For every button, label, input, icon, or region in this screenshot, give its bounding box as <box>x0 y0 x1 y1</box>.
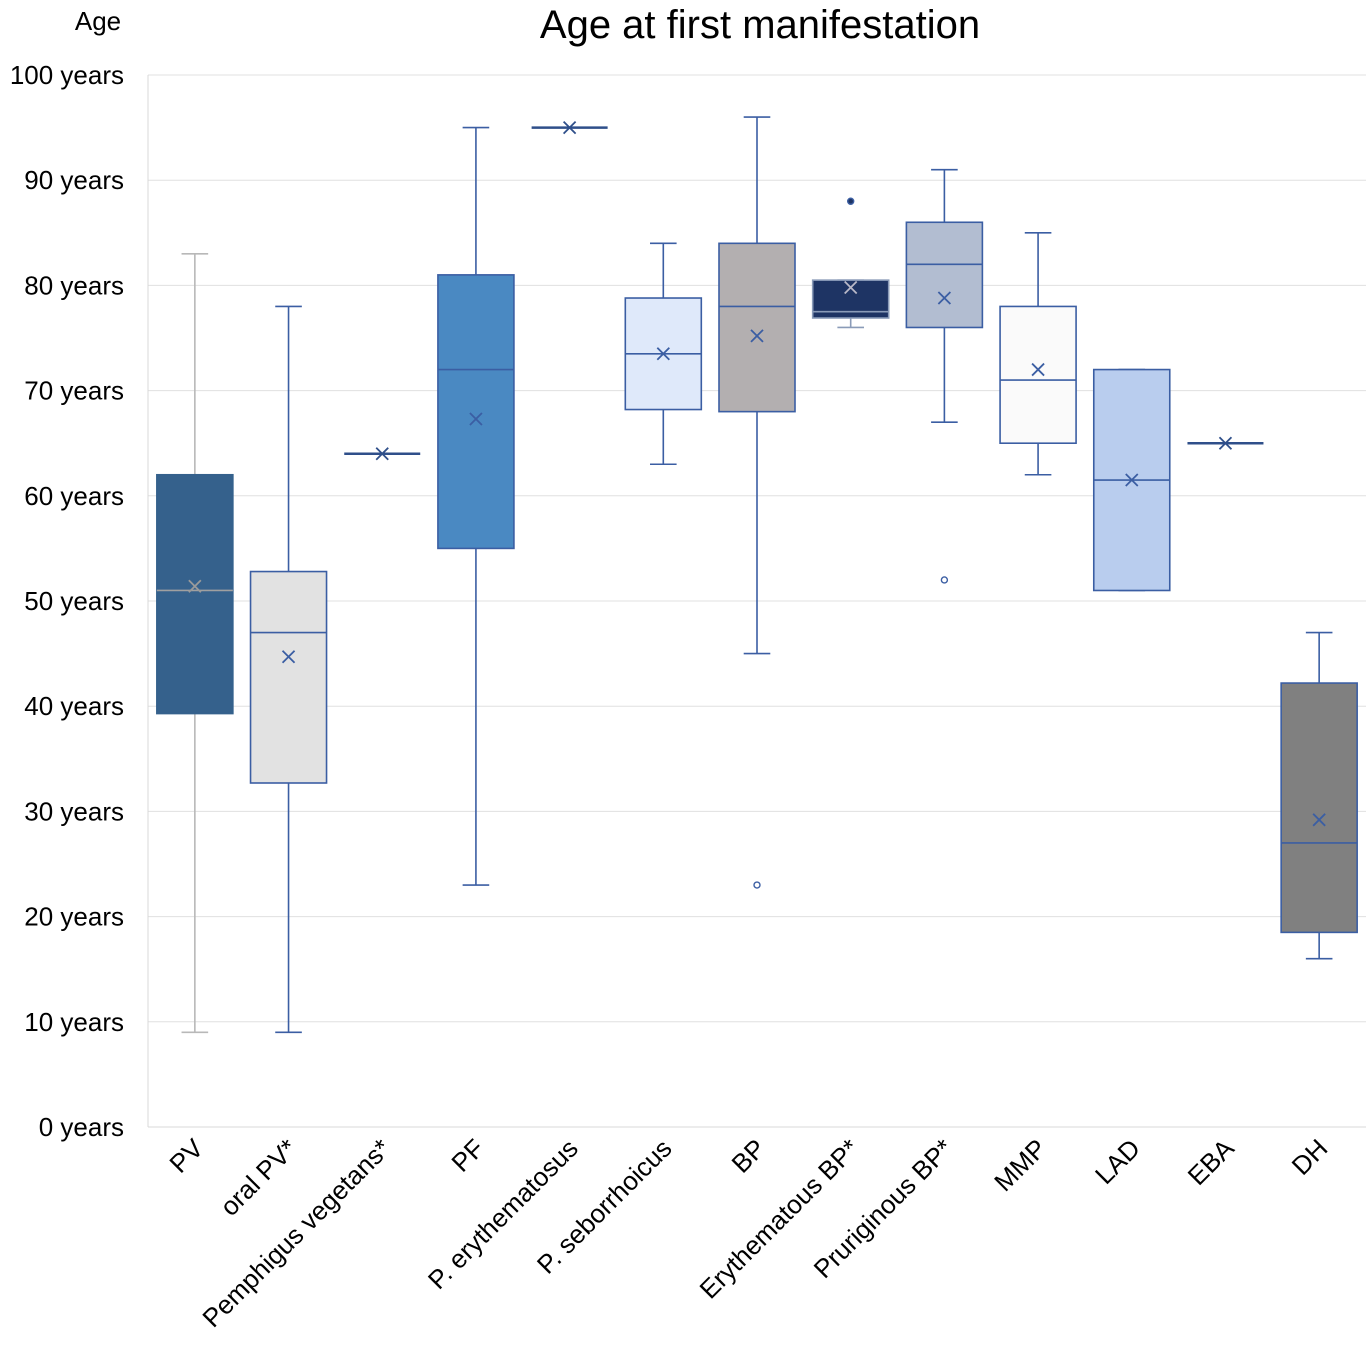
mean-marker <box>1312 813 1326 827</box>
mean-marker <box>656 347 670 361</box>
box-group <box>624 242 703 466</box>
iqr-box <box>437 274 515 550</box>
y-tick-label: 60 years <box>24 481 124 511</box>
box-group <box>811 197 890 329</box>
box-group <box>905 168 984 584</box>
iqr-box <box>999 305 1077 444</box>
y-tick-label: 0 years <box>39 1112 124 1142</box>
box-group <box>999 232 1077 476</box>
mean-marker <box>1218 436 1233 450</box>
mean-marker <box>375 447 389 461</box>
x-category-label: LAD <box>1089 1133 1146 1190</box>
box-group <box>1187 436 1264 450</box>
box-group <box>249 305 328 1034</box>
outlier-point <box>940 576 949 584</box>
y-tick-label: 100 years <box>10 60 124 90</box>
y-tick-label: 10 years <box>24 1007 124 1037</box>
x-category-label: EBA <box>1182 1133 1240 1191</box>
x-category-label: MMP <box>988 1133 1052 1197</box>
box-group <box>156 253 234 1034</box>
iqr-box <box>905 221 984 329</box>
mean-marker <box>281 650 296 664</box>
mean-marker <box>188 579 202 593</box>
x-category-labels: PV oral PV*Pemphigus vegetans* PFP. erythe… <box>163 1133 1333 1334</box>
box-group <box>344 447 421 461</box>
y-tick-label: 80 years <box>24 270 124 300</box>
iqr-box <box>249 570 328 784</box>
mean-marker <box>562 120 577 135</box>
y-tick-label: 40 years <box>24 691 124 721</box>
x-category-label: oral PV* <box>214 1133 303 1222</box>
mean-marker <box>750 329 764 343</box>
x-category-label: BP <box>726 1133 772 1179</box>
x-category-label: PF <box>445 1133 490 1178</box>
box-group <box>1280 631 1358 960</box>
iqr-box <box>1280 682 1358 934</box>
y-tick-label: 70 years <box>24 376 124 406</box>
iqr-box <box>718 242 796 413</box>
mean-marker <box>937 291 952 305</box>
y-axis-label: Age <box>75 6 121 36</box>
y-tick-label: 30 years <box>24 796 124 826</box>
outlier-point <box>846 197 855 205</box>
box-group <box>437 126 515 886</box>
y-tick-labels: 0 years 10 years 20 years 30 years 40 years 5… <box>10 60 124 1142</box>
mean-marker <box>1125 473 1139 487</box>
x-category-label: PV <box>163 1133 209 1179</box>
x-category-label: Pemphigus vegetans* <box>196 1133 396 1333</box>
outlier-point <box>753 881 761 889</box>
y-tick-label: 50 years <box>24 586 124 616</box>
mean-marker <box>844 280 858 295</box>
box-group <box>531 120 608 135</box>
box-group <box>1092 368 1171 592</box>
mean-marker <box>1031 362 1045 377</box>
iqr-box <box>156 473 234 715</box>
box-group <box>718 116 796 889</box>
y-tick-label: 20 years <box>24 902 124 932</box>
mean-marker <box>469 412 483 426</box>
chart-title: Age at first manifestation <box>540 3 980 47</box>
box-series <box>156 116 1358 1034</box>
y-tick-label: 90 years <box>24 165 124 195</box>
x-category-label: Erythematous BP* <box>694 1133 865 1304</box>
x-category-label: DH <box>1286 1133 1334 1181</box>
